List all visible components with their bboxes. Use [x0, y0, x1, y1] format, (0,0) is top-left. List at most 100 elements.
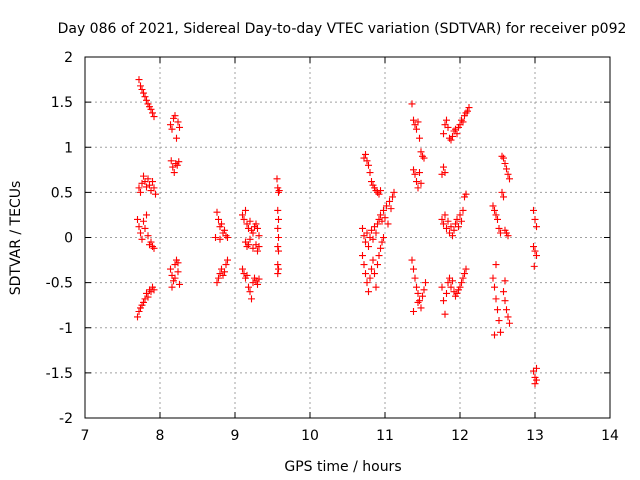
data-point	[390, 188, 398, 196]
data-point	[492, 211, 500, 219]
data-point	[447, 283, 455, 291]
data-point	[150, 184, 158, 192]
data-point	[444, 279, 452, 287]
data-point	[140, 172, 147, 180]
data-point	[243, 271, 251, 279]
data-point	[504, 232, 512, 240]
data-point	[417, 179, 425, 187]
data-point	[440, 220, 447, 228]
data-point	[362, 150, 369, 158]
data-point	[501, 277, 509, 285]
data-point	[530, 262, 538, 270]
data-point	[222, 261, 230, 269]
data-point	[531, 215, 539, 223]
data-point	[459, 206, 467, 214]
data-point	[533, 223, 540, 231]
data-point	[173, 161, 181, 169]
data-point	[275, 247, 282, 255]
data-point	[372, 283, 380, 291]
data-point	[530, 206, 537, 214]
data-point	[411, 274, 419, 282]
data-point	[141, 224, 149, 232]
data-point	[491, 283, 498, 291]
data-point	[174, 259, 182, 267]
data-point	[383, 202, 390, 210]
data-point	[134, 215, 141, 223]
data-point	[254, 224, 261, 232]
data-point	[531, 380, 539, 388]
data-point	[497, 229, 504, 237]
data-point	[141, 93, 149, 101]
data-point	[137, 82, 144, 90]
data-point	[365, 288, 372, 296]
data-point	[275, 188, 282, 196]
data-point	[377, 211, 384, 219]
x-tick-label: 9	[231, 428, 240, 444]
data-point	[362, 270, 369, 278]
x-tick-label: 8	[156, 428, 165, 444]
data-point	[135, 184, 143, 192]
data-point	[150, 113, 158, 121]
data-point	[174, 118, 182, 126]
data-point	[168, 283, 176, 291]
data-point	[213, 279, 221, 287]
data-point	[417, 304, 425, 312]
data-point	[495, 224, 503, 232]
y-tick-label: 1	[64, 140, 73, 156]
data-point	[494, 306, 501, 314]
data-point	[140, 89, 147, 97]
data-point	[489, 274, 497, 282]
data-point	[240, 215, 248, 223]
data-point	[273, 175, 281, 183]
data-point	[491, 331, 498, 339]
data-point	[498, 152, 506, 160]
y-tick-label: -2	[59, 411, 73, 427]
data-point	[275, 234, 282, 241]
data-point	[504, 313, 512, 321]
data-point	[248, 295, 255, 303]
plot-frame	[84, 56, 611, 419]
data-point	[213, 208, 221, 216]
data-point	[441, 169, 449, 177]
data-point	[462, 190, 470, 198]
data-point	[255, 275, 263, 283]
data-point	[372, 229, 380, 237]
y-tick-label: -0.5	[46, 276, 73, 292]
data-point	[138, 85, 146, 93]
data-point	[410, 116, 417, 124]
data-point	[378, 238, 386, 246]
data-point	[443, 224, 450, 232]
data-point	[215, 274, 222, 282]
data-point	[171, 274, 179, 282]
data-point	[140, 217, 147, 225]
data-point	[212, 234, 219, 241]
y-tick-label: 0	[64, 231, 73, 247]
data-point	[375, 252, 383, 260]
data-point	[152, 190, 159, 198]
data-point	[221, 226, 228, 234]
data-point	[533, 364, 540, 372]
data-point	[380, 234, 387, 241]
data-point	[369, 256, 377, 264]
data-point	[169, 163, 177, 171]
data-point	[171, 112, 179, 120]
data-point	[167, 265, 174, 273]
data-point	[501, 297, 509, 305]
data-point	[246, 217, 254, 225]
data-point	[249, 244, 257, 252]
data-point	[242, 206, 249, 214]
data-point	[411, 170, 419, 178]
data-point	[239, 265, 246, 273]
data-point	[449, 277, 456, 285]
data-point	[531, 247, 539, 255]
data-point	[447, 136, 455, 144]
data-point	[461, 270, 468, 278]
data-point	[138, 235, 146, 243]
data-point	[456, 283, 464, 291]
data-point	[274, 206, 282, 214]
data-point	[447, 223, 455, 231]
data-point	[387, 205, 395, 213]
data-point	[366, 169, 374, 177]
data-point	[254, 247, 261, 255]
data-point	[245, 283, 252, 291]
